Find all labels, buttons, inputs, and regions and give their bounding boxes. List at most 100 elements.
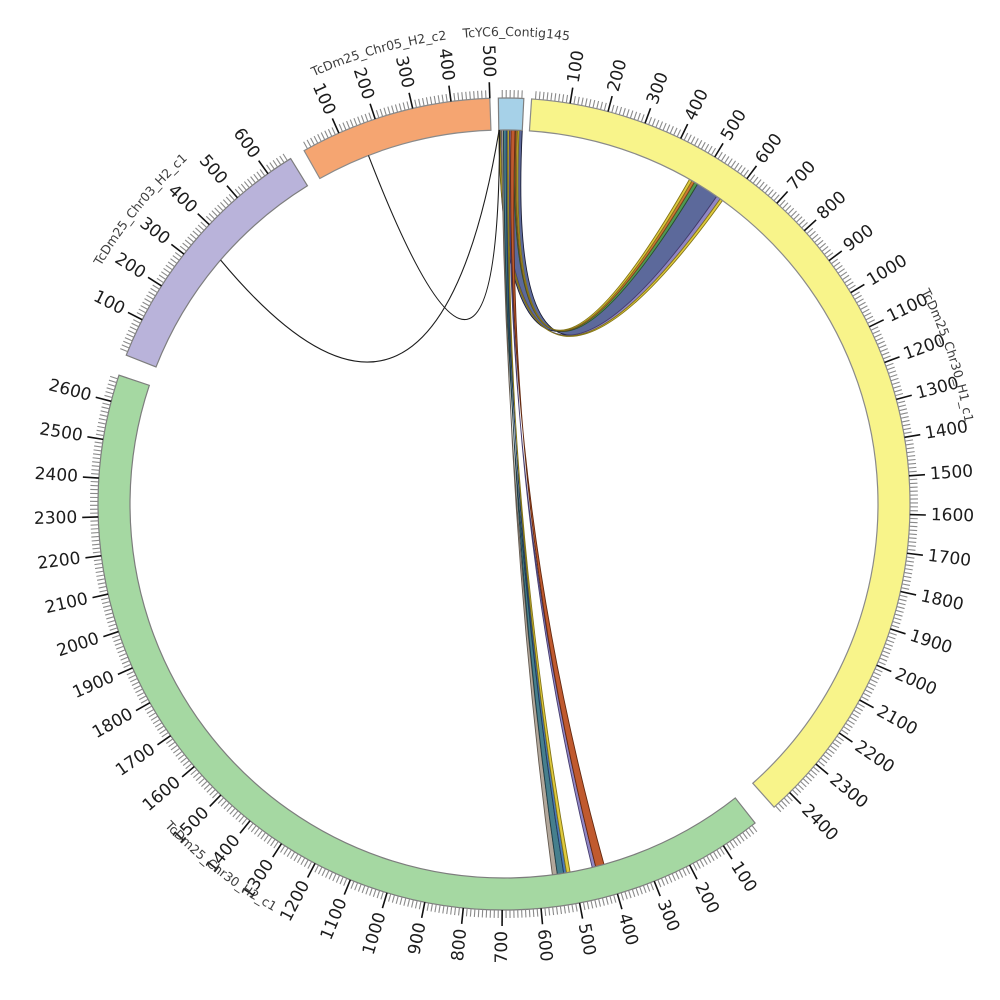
minor-tick xyxy=(853,709,861,715)
tick-label: 1000 xyxy=(863,251,910,291)
minor-tick xyxy=(105,612,114,616)
minor-tick xyxy=(573,96,576,105)
minor-tick xyxy=(150,715,159,721)
minor-tick xyxy=(380,891,384,900)
major-tick xyxy=(746,165,758,180)
minor-tick xyxy=(93,449,102,452)
minor-tick xyxy=(732,838,739,847)
tick-label: 2500 xyxy=(38,419,84,446)
minor-tick xyxy=(327,128,333,137)
tick-label: 600 xyxy=(751,130,786,168)
minor-tick xyxy=(664,876,669,885)
minor-tick xyxy=(813,766,820,773)
tick-label: 1000 xyxy=(359,910,391,957)
minor-tick xyxy=(469,91,471,100)
minor-tick xyxy=(253,827,260,835)
minor-tick xyxy=(891,624,900,629)
minor-tick xyxy=(434,904,437,913)
minor-tick xyxy=(783,797,790,805)
major-tick xyxy=(904,433,921,439)
major-tick xyxy=(258,160,269,175)
minor-tick xyxy=(131,322,140,328)
minor-tick xyxy=(909,529,918,532)
minor-tick xyxy=(306,139,312,148)
minor-tick xyxy=(830,258,839,265)
tick-label: 500 xyxy=(478,44,499,77)
minor-tick xyxy=(92,547,101,550)
minor-tick xyxy=(273,841,279,849)
minor-tick xyxy=(256,171,263,179)
minor-tick xyxy=(775,805,782,813)
minor-tick xyxy=(872,329,881,335)
minor-tick xyxy=(394,104,399,113)
minor-tick xyxy=(575,903,578,912)
minor-tick xyxy=(898,598,907,602)
link-line-to-chr03 xyxy=(220,129,500,363)
minor-tick xyxy=(353,117,358,126)
minor-tick xyxy=(902,423,911,427)
minor-tick xyxy=(820,757,828,764)
minor-tick xyxy=(383,107,387,116)
minor-tick xyxy=(896,606,905,610)
minor-tick xyxy=(94,441,103,444)
major-tick xyxy=(776,190,789,204)
minor-tick xyxy=(142,301,150,307)
minor-tick xyxy=(182,760,190,767)
minor-tick xyxy=(201,780,208,787)
tick-label: 400 xyxy=(614,911,642,948)
minor-tick xyxy=(907,544,916,547)
minor-tick xyxy=(565,94,569,103)
minor-tick xyxy=(798,219,806,226)
major-tick xyxy=(540,908,544,925)
major-tick xyxy=(197,213,210,226)
minor-tick xyxy=(418,901,422,910)
minor-tick xyxy=(797,783,804,791)
minor-tick xyxy=(683,132,689,141)
segment-label-TcDm25_Chr05_H2_c2: TcDm25_Chr05_H2_c2 xyxy=(308,28,447,80)
minor-tick xyxy=(126,670,135,676)
major-tick xyxy=(850,283,865,294)
minor-tick xyxy=(704,143,710,152)
tick-label: 100 xyxy=(564,49,589,84)
minor-tick xyxy=(898,404,907,408)
tick-label: 300 xyxy=(391,54,418,90)
minor-tick xyxy=(592,99,596,108)
minor-tick xyxy=(175,750,183,757)
minor-tick xyxy=(707,145,713,154)
minor-tick xyxy=(601,897,605,906)
minor-tick xyxy=(146,708,155,714)
tick-label: 300 xyxy=(136,213,174,249)
minor-tick xyxy=(369,887,373,896)
minor-tick xyxy=(883,646,892,651)
minor-tick xyxy=(724,156,730,164)
minor-tick xyxy=(152,718,161,725)
minor-tick xyxy=(532,908,535,917)
minor-tick xyxy=(269,162,275,170)
major-tick xyxy=(890,628,906,635)
minor-tick xyxy=(675,871,680,880)
minor-tick xyxy=(904,568,913,571)
minor-tick xyxy=(810,769,818,776)
minor-tick xyxy=(91,469,100,471)
minor-tick xyxy=(588,99,592,108)
major-tick xyxy=(420,902,426,919)
minor-tick xyxy=(685,866,691,875)
minor-tick xyxy=(856,298,864,304)
minor-tick xyxy=(880,653,889,658)
minor-tick xyxy=(450,906,453,915)
minor-tick xyxy=(611,104,615,113)
ribbon-links-layer xyxy=(498,129,724,876)
minor-tick xyxy=(91,473,100,475)
major-tick xyxy=(306,862,316,878)
minor-tick xyxy=(586,901,590,910)
tick-label: 1500 xyxy=(929,461,974,484)
ribbon-rust-down xyxy=(510,129,605,868)
minor-tick xyxy=(182,242,190,249)
minor-tick xyxy=(843,726,851,732)
tick-label: 900 xyxy=(405,921,431,957)
minor-tick xyxy=(740,167,746,175)
minor-tick xyxy=(338,123,343,132)
minor-tick xyxy=(266,164,272,172)
minor-tick xyxy=(861,696,869,701)
minor-tick xyxy=(901,587,910,590)
